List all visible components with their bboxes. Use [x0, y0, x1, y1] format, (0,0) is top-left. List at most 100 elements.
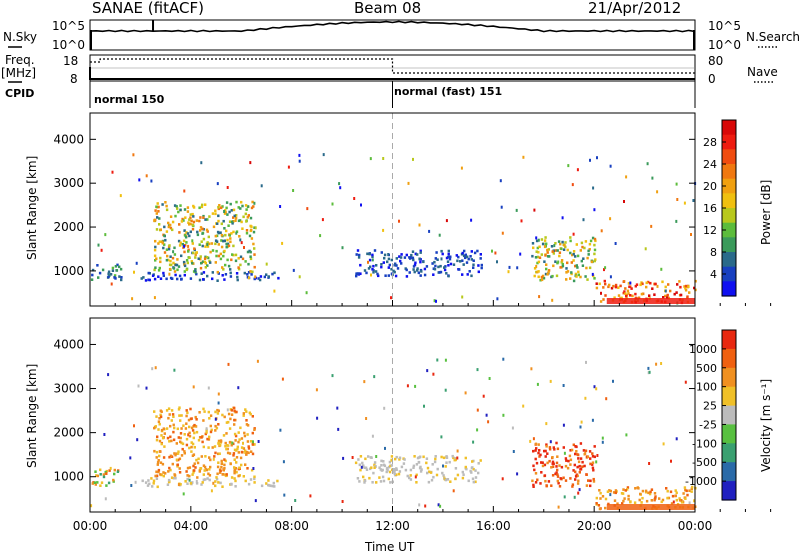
- data-cell: [208, 417, 211, 420]
- data-cell: [603, 268, 605, 272]
- data-cell: [581, 465, 584, 468]
- data-cell: [281, 241, 284, 245]
- data-cell: [186, 482, 189, 485]
- data-cell: [664, 294, 667, 298]
- data-cell: [600, 291, 602, 295]
- data-cell: [537, 250, 540, 254]
- data-cell: [451, 454, 454, 458]
- data-cell: [473, 251, 477, 255]
- data-cell: [593, 445, 596, 448]
- data-cell: [193, 423, 196, 427]
- data-cell: [239, 456, 243, 460]
- data-cell: [207, 446, 210, 449]
- data-cell: [118, 265, 121, 269]
- data-cell: [287, 165, 290, 169]
- data-cell: [245, 453, 248, 456]
- data-cell: [621, 502, 624, 505]
- data-cell: [249, 224, 252, 228]
- data-cell: [145, 174, 148, 178]
- data-cell: [178, 223, 181, 226]
- data-cell: [552, 252, 555, 255]
- data-cell: [91, 268, 95, 272]
- data-cell: [202, 445, 205, 449]
- data-cell: [381, 475, 385, 479]
- data-cell: [237, 451, 240, 454]
- data-cell: [676, 198, 679, 201]
- data-cell: [393, 270, 396, 274]
- data-cell: [419, 274, 422, 277]
- data-cell: [442, 464, 444, 468]
- data-cell: [161, 436, 165, 440]
- data-cell: [199, 229, 202, 232]
- data-cell: [584, 275, 587, 278]
- data-cell: [154, 366, 157, 370]
- data-cell: [230, 443, 233, 447]
- data-cell: [251, 270, 254, 274]
- data-cell: [222, 468, 225, 471]
- data-cell: [592, 480, 596, 483]
- data-cell: [363, 481, 366, 484]
- data-cell: [488, 377, 491, 380]
- data-cell: [209, 430, 213, 434]
- data-cell: [193, 446, 196, 449]
- data-cell: [496, 260, 498, 264]
- data-cell: [112, 480, 115, 483]
- data-cell: [207, 472, 210, 476]
- data-cell: [229, 275, 233, 278]
- data-cell: [227, 244, 231, 248]
- data-cell: [682, 492, 685, 495]
- data-cell: [175, 442, 178, 445]
- data-cell: [173, 246, 176, 250]
- data-cell: [198, 436, 202, 439]
- data-cell: [104, 497, 107, 501]
- data-cell: [491, 249, 493, 253]
- data-cell: [670, 459, 672, 463]
- data-cell: [247, 482, 251, 486]
- data-cell: [449, 262, 453, 266]
- data-cell: [613, 499, 617, 502]
- data-cell: [485, 413, 488, 417]
- data-cell: [205, 228, 209, 232]
- data-cell: [167, 416, 170, 420]
- data-cell: [544, 272, 548, 276]
- data-cell: [243, 434, 247, 438]
- data-cell: [369, 265, 372, 269]
- data-cell: [671, 494, 675, 498]
- data-cell: [379, 480, 383, 483]
- data-cell: [236, 445, 239, 449]
- data-cell: [232, 230, 235, 234]
- data-cell: [577, 479, 580, 483]
- data-cell: [554, 472, 557, 476]
- data-cell: [253, 253, 256, 256]
- data-cell: [90, 278, 94, 281]
- data-cell: [209, 424, 212, 428]
- data-cell: [407, 181, 410, 185]
- data-cell: [163, 432, 166, 435]
- data-cell: [688, 489, 691, 492]
- data-cell: [232, 452, 236, 455]
- data-cell: [244, 451, 247, 454]
- data-cell: [200, 436, 203, 439]
- data-cell: [292, 268, 295, 272]
- data-cell: [168, 263, 172, 267]
- data-cell: [394, 457, 397, 461]
- data-cell: [419, 249, 422, 253]
- data-cell: [230, 209, 233, 212]
- data-cell: [648, 370, 651, 374]
- data-cell: [538, 449, 541, 452]
- data-cell: [204, 218, 207, 221]
- data-cell: [564, 245, 567, 249]
- data-cell: [203, 410, 206, 413]
- data-cell: [390, 296, 392, 300]
- freq-tick-bottom: 8: [70, 72, 78, 86]
- data-cell: [532, 437, 535, 441]
- data-cell: [168, 413, 171, 416]
- data-cell: [533, 267, 537, 270]
- data-cell: [222, 254, 225, 258]
- data-cell: [202, 478, 205, 482]
- data-cell: [167, 480, 171, 484]
- data-cell: [165, 204, 168, 208]
- data-cell: [397, 472, 401, 476]
- data-cell: [640, 501, 643, 504]
- data-cell: [390, 272, 394, 276]
